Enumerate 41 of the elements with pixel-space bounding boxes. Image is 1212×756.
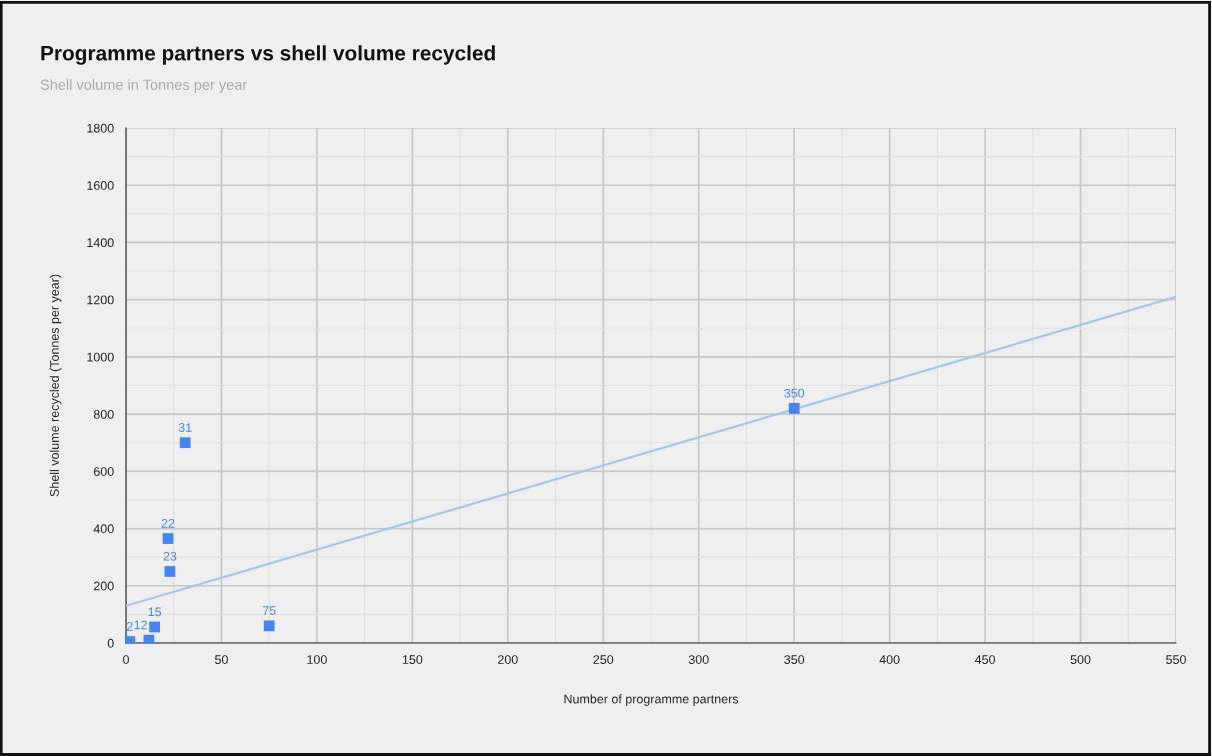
y-tick-label: 200: [93, 581, 114, 591]
point: [263, 620, 275, 632]
annotation: 2: [126, 621, 133, 631]
y-tick-label: 1000: [87, 352, 114, 362]
y-tick-label: 400: [93, 524, 114, 534]
y-tick-label: 1200: [87, 295, 114, 305]
x-tick-label: 300: [688, 655, 709, 664]
x-tick-label: 50: [215, 655, 228, 664]
point: [788, 403, 800, 414]
x-tick-label: 0: [123, 655, 129, 664]
point: [179, 437, 191, 449]
chart-subtitle: Shell volume in Tonnes per year: [40, 79, 248, 93]
annotation: 15: [148, 607, 162, 617]
y-tick-label: 600: [93, 467, 114, 476]
annotation: 12: [134, 620, 147, 630]
y-tick-label: 1600: [87, 181, 114, 190]
x-tick-label: 250: [593, 655, 614, 664]
annotation: 31: [178, 423, 192, 432]
y-tick-label: 1800: [87, 123, 114, 133]
x-tick-label: 550: [1166, 655, 1186, 664]
point: [149, 621, 161, 633]
x-tick-label: 350: [784, 655, 805, 664]
y-tick-label: 800: [93, 409, 114, 419]
y-tick-label: 1400: [87, 238, 114, 248]
x-tick-label: 200: [498, 655, 518, 664]
point: [162, 533, 174, 544]
annotation: 22: [161, 518, 175, 528]
chart-title: Programme partners vs shell volume recycled: [41, 45, 495, 65]
y-tick-label: 0: [107, 638, 114, 648]
y-axis-title: Shell volume recycled (Tonnes per year): [49, 274, 62, 497]
x-axis-title: Number of programme partners: [564, 694, 739, 706]
annotation: 23: [163, 551, 177, 561]
point: [164, 566, 176, 577]
x-tick-label: 500: [1070, 655, 1091, 664]
annotation: 75: [262, 606, 276, 616]
annotation: 350: [784, 388, 805, 398]
point: [143, 634, 155, 643]
x-tick-label: 450: [974, 655, 996, 664]
x-tick-label: 400: [879, 655, 900, 664]
x-tick-label: 150: [402, 655, 423, 664]
x-tick-label: 100: [307, 655, 327, 664]
